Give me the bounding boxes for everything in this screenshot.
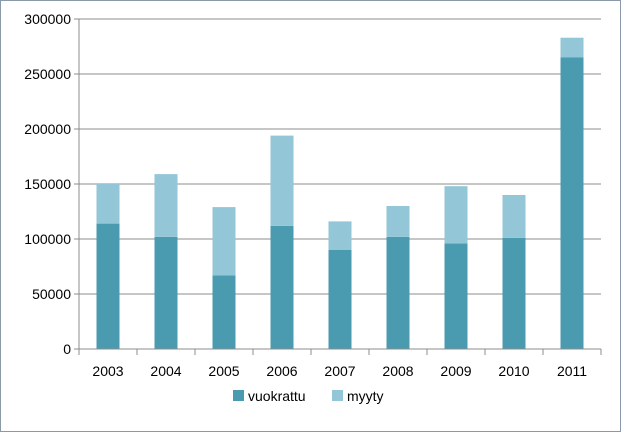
bar-myyty-2004 xyxy=(154,174,178,237)
x-tick-label: 2011 xyxy=(557,363,587,379)
legend: vuokrattu myyty xyxy=(233,388,384,404)
y-tick-label: 0 xyxy=(63,341,71,357)
axes xyxy=(74,18,602,355)
x-tick-label: 2008 xyxy=(382,363,413,379)
y-tick-label: 200000 xyxy=(24,121,71,137)
bar-vuokrattu-2005 xyxy=(212,275,236,349)
bar-vuokrattu-2003 xyxy=(96,223,120,349)
y-tick-label: 300000 xyxy=(24,11,71,27)
bar-vuokrattu-2004 xyxy=(154,236,178,349)
bar-myyty-2006 xyxy=(270,135,294,226)
bar-myyty-2008 xyxy=(386,206,410,237)
x-tick-label: 2004 xyxy=(150,363,181,379)
x-tick-label: 2010 xyxy=(498,363,529,379)
legend-label-myyty: myyty xyxy=(347,388,384,404)
x-tick-label: 2005 xyxy=(208,363,239,379)
y-tick-label: 250000 xyxy=(24,66,71,82)
bars xyxy=(96,37,584,349)
bar-vuokrattu-2007 xyxy=(328,250,352,349)
bar-myyty-2009 xyxy=(444,186,468,244)
y-tick-label: 100000 xyxy=(24,231,71,247)
bar-vuokrattu-2008 xyxy=(386,236,410,349)
legend-swatch-myyty xyxy=(332,390,343,401)
x-tick-label: 2006 xyxy=(266,363,297,379)
bar-vuokrattu-2010 xyxy=(502,237,526,349)
bar-myyty-2007 xyxy=(328,221,352,250)
bar-vuokrattu-2011 xyxy=(560,57,584,349)
bar-myyty-2005 xyxy=(212,207,236,276)
bar-myyty-2010 xyxy=(502,195,526,238)
bar-myyty-2011 xyxy=(560,37,584,58)
y-tick-label: 150000 xyxy=(24,176,71,192)
legend-swatch-vuokrattu xyxy=(233,390,244,401)
x-tick-labels: 2003 2004 2005 2006 2007 2008 2009 2010 2011 xyxy=(92,363,587,379)
legend-label-vuokrattu: vuokrattu xyxy=(248,388,306,404)
bar-vuokrattu-2006 xyxy=(270,225,294,349)
x-tick-label: 2007 xyxy=(324,363,355,379)
y-tick-labels: 0 50000 100000 150000 200000 250000 300000 xyxy=(24,11,71,357)
bar-vuokrattu-2009 xyxy=(444,243,468,349)
bar-myyty-2003 xyxy=(96,184,120,224)
x-tick-label: 2009 xyxy=(440,363,471,379)
y-tick-label: 50000 xyxy=(32,286,71,302)
x-tick-label: 2003 xyxy=(92,363,123,379)
